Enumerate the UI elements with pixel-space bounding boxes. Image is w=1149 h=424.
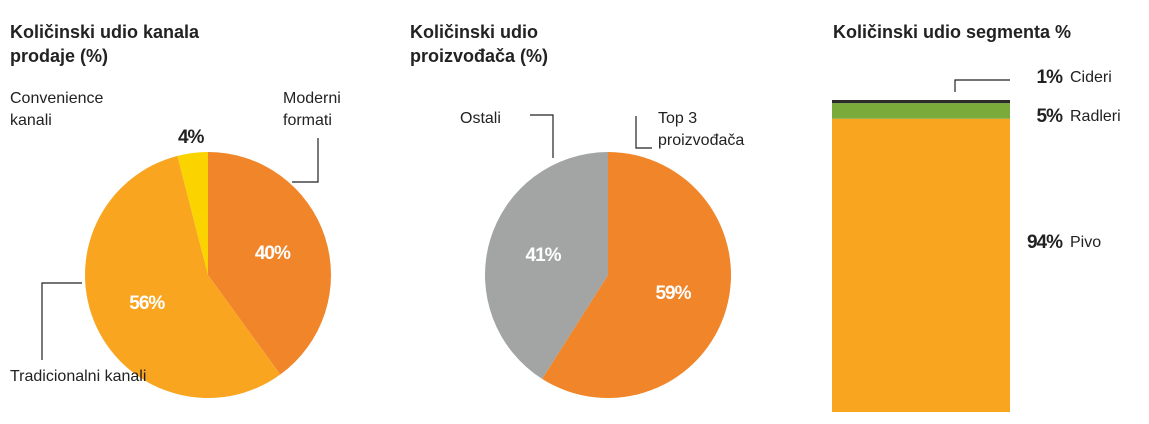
legend-label: Cideri bbox=[1070, 69, 1112, 86]
value-label: 5% bbox=[1036, 106, 1063, 127]
leader-line bbox=[292, 138, 319, 183]
category-label: Moderni formati bbox=[283, 90, 341, 129]
value-label: 41% bbox=[525, 245, 562, 267]
chart-title: Količinski udio proizvođača (%) bbox=[410, 22, 549, 66]
pie-slice bbox=[542, 152, 732, 398]
category-label: Convenience kanali bbox=[10, 90, 104, 129]
leader-line bbox=[954, 79, 1010, 92]
leader-line bbox=[41, 282, 82, 360]
value-label: 1% bbox=[1036, 67, 1063, 88]
chart-title: Količinski udio kanala prodaje (%) bbox=[10, 22, 200, 66]
category-label: Ostali bbox=[460, 110, 501, 127]
value-label: 4% bbox=[177, 127, 204, 149]
value-label: 40% bbox=[254, 243, 291, 265]
pie-slice bbox=[177, 152, 208, 275]
category-label: Top 3 proizvođača bbox=[658, 110, 745, 149]
value-label: 56% bbox=[129, 292, 165, 314]
category-label: Tradicionalni kanali bbox=[10, 368, 147, 385]
leader-line bbox=[530, 114, 554, 158]
chart-title: Količinski udio segmenta % bbox=[833, 22, 1072, 42]
pie-slice bbox=[485, 151, 608, 379]
legend-label: Pivo bbox=[1070, 234, 1102, 251]
value-label: 59% bbox=[655, 282, 691, 304]
value-label: 94% bbox=[1026, 232, 1063, 253]
bar-segment bbox=[832, 100, 1010, 104]
leader-line bbox=[635, 116, 652, 149]
pie-slice bbox=[84, 155, 281, 398]
legend-label: Radleri bbox=[1070, 108, 1121, 125]
bar-segment bbox=[832, 118, 1010, 412]
pie-slice bbox=[208, 152, 331, 375]
bar-segment bbox=[832, 103, 1010, 119]
